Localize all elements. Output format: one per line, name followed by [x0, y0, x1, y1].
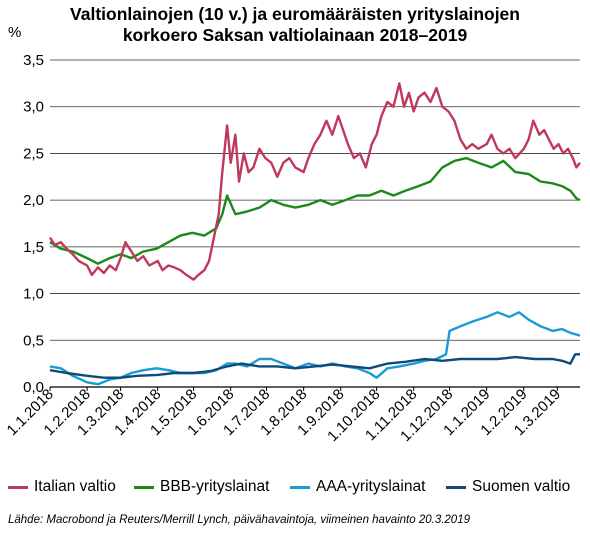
series-line-italian-valtio — [48, 82, 581, 281]
y-tick-label: 3,5 — [23, 52, 44, 69]
y-tick-label: 1,5 — [23, 239, 44, 256]
y-tick-label: 2,5 — [23, 145, 44, 162]
y-tick-label: 2,0 — [23, 192, 44, 209]
y-axis-ticks: 0,0 0,5 1,0 1,5 2,0 2,5 3,0 3,5 — [23, 52, 44, 396]
y-tick-label: 1,0 — [23, 286, 44, 303]
x-axis-ticks: 1.1.20181.2.20181.3.20181.4.20181.5.2018… — [4, 386, 565, 445]
y-tick-label: 0,5 — [23, 332, 44, 349]
chart-title: Valtionlainojen (10 v.) ja euromääräiste… — [0, 4, 590, 46]
series-line-bbb-yrityslainat — [49, 156, 581, 265]
legend-item: Italian valtio — [8, 478, 116, 496]
legend-item: BBB-yrityslainat — [134, 478, 269, 496]
chart-legend: Italian valtio BBB-yrityslainat AAA-yritys… — [0, 478, 590, 500]
series-line-aaa-yrityslainat — [49, 311, 581, 386]
series-lines — [48, 82, 581, 386]
gridlines — [50, 59, 580, 388]
legend-label: BBB-yrityslainat — [160, 478, 270, 495]
legend-swatch — [290, 485, 310, 489]
legend-swatch — [134, 485, 154, 489]
legend-item: AAA-yrityslainat — [290, 478, 425, 496]
legend-swatch — [8, 485, 28, 489]
source-note: Lähde: Macrobond ja Reuters/Merrill Lync… — [8, 514, 470, 526]
title-line-1: Valtionlainojen (10 v.) ja euromääräiste… — [70, 4, 520, 24]
legend-label: Suomen valtio — [472, 478, 571, 495]
y-tick-label: 3,0 — [23, 99, 44, 116]
y-tick-label: 0,0 — [23, 379, 44, 396]
legend-label: Italian valtio — [34, 478, 116, 495]
series-line-suomen-valtio — [49, 353, 580, 379]
legend-label: AAA-yrityslainat — [316, 478, 426, 495]
legend-swatch — [446, 485, 466, 489]
y-axis-unit-label: % — [8, 24, 22, 41]
legend-item: Suomen valtio — [446, 478, 570, 496]
title-line-2: korkoero Saksan valtiolainaan 2018–2019 — [122, 25, 468, 45]
